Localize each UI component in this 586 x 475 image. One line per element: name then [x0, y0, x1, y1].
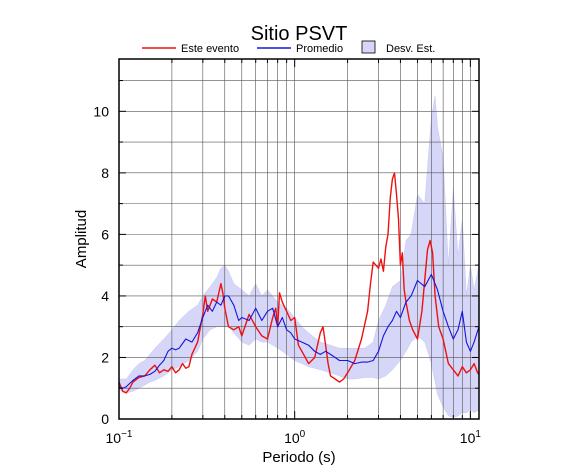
- tick-layer: [118, 59, 479, 420]
- legend-event-label: Este evento: [181, 43, 239, 55]
- label-layer: 0 2 4 6 8 10 10−1 100 101: [93, 103, 481, 446]
- x-tick-label: 100: [284, 429, 306, 446]
- legend-mean-label: Promedio: [296, 43, 343, 55]
- legend: Este evento Promedio Desv. Est.: [142, 40, 435, 55]
- chart-title: Sitio PSVT: [251, 23, 348, 45]
- x-axis-label: Periodo (s): [262, 449, 335, 466]
- legend-std-label: Desv. Est.: [386, 43, 435, 55]
- x-tick-label: 10−1: [106, 429, 133, 446]
- grid-layer: [119, 59, 479, 419]
- y-tick-label: 4: [101, 288, 109, 304]
- plot-frame: [118, 58, 480, 420]
- y-tick-label: 0: [101, 411, 109, 427]
- legend-std-swatch: [361, 40, 376, 54]
- series-layer: [118, 172, 480, 394]
- y-tick-label: 8: [101, 165, 109, 181]
- x-tick-label: 101: [460, 429, 482, 446]
- y-tick-label: 6: [101, 226, 109, 242]
- series-line-event: [118, 172, 480, 394]
- series-line-mean: [118, 273, 480, 389]
- y-tick-label: 10: [93, 103, 109, 119]
- y-axis-label: Amplitud: [73, 210, 90, 268]
- y-tick-label: 2: [101, 349, 109, 365]
